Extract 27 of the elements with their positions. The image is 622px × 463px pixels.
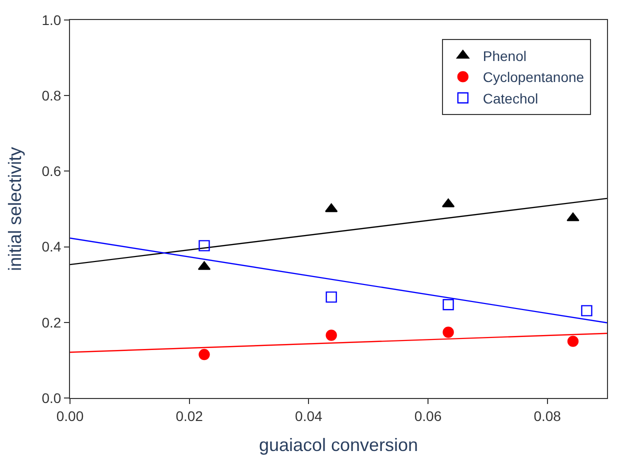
point: [442, 299, 454, 310]
legend-label: Cyclopentanone: [482, 69, 584, 86]
x-tick-label: 0.02: [176, 408, 204, 424]
y-tick-label: 0.0: [42, 390, 62, 406]
point: [581, 305, 592, 316]
point: [326, 330, 337, 341]
point: [442, 198, 455, 208]
y-tick-label: 0.8: [42, 88, 62, 104]
point: [567, 336, 579, 347]
x-tick-label: 0.00: [56, 408, 84, 424]
y-tick-label: 0.4: [42, 238, 62, 255]
point: [198, 240, 210, 252]
y-tick-label: 1.0: [42, 12, 62, 28]
point: [566, 212, 580, 222]
point: [198, 348, 210, 360]
x-tick-label: 0.08: [534, 408, 562, 424]
y-tick-label: 0.2: [42, 314, 62, 330]
x-axis-title: guaiacol conversion: [258, 434, 418, 455]
point: [442, 326, 454, 338]
point: [324, 203, 338, 212]
legend-label: Catechol: [482, 90, 538, 106]
legend-label: Phenol: [482, 48, 526, 64]
x-tick-label: 0.04: [295, 408, 323, 424]
y-axis-title: initial selectivity: [4, 146, 25, 272]
y-tick-label: 0.6: [42, 163, 62, 180]
point: [326, 291, 337, 303]
x-tick-label: 0.06: [414, 408, 442, 424]
